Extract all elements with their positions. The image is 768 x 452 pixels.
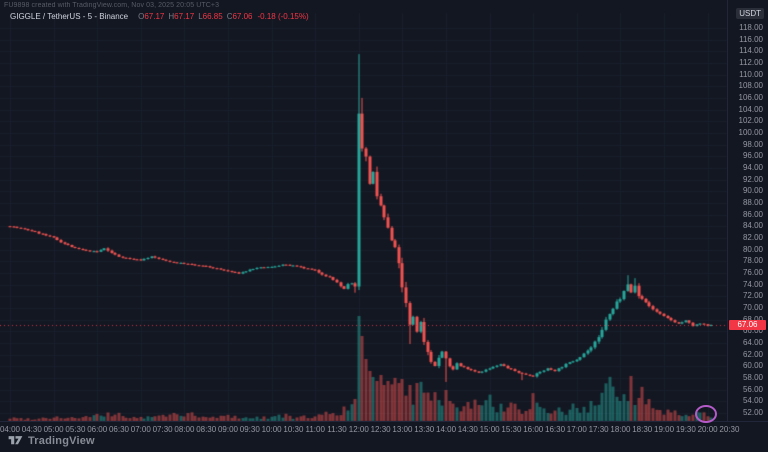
price-tick-label: 96.00 [742,151,763,161]
time-tick-label: 18:30 [632,425,653,434]
time-tick-label: 12:30 [370,425,391,434]
time-tick-label: 04:00 [0,425,21,434]
high-label: H [168,12,175,21]
time-tick-label: 09:00 [217,425,239,434]
time-tick-label: 06:00 [87,425,108,434]
time-tick-label: 18:00 [610,425,631,434]
price-tick-label: 100.00 [738,127,763,137]
price-tick-label: 114.00 [739,46,763,56]
time-tick-label: 17:00 [566,425,587,434]
low-label: L [198,12,203,21]
price-tick-label: 116.00 [739,34,763,44]
time-tick-label: 19:30 [675,425,696,434]
time-tick-label: 11:30 [327,425,347,434]
time-tick-label: 17:30 [588,425,609,434]
time-tick-label: 07:00 [130,425,151,434]
price-tick-label: 82.00 [742,232,763,242]
time-tick-label: 20:00 [697,425,718,434]
time-tick-label: 16:30 [545,425,566,434]
symbol-title[interactable]: GIGGLE / TetherUS - 5 - Binance [10,12,129,21]
time-tick-label: 15:30 [501,425,522,434]
price-tick-label: 52.00 [742,407,763,417]
close-value: 67.06 [232,12,253,21]
price-tick-label: 102.00 [738,116,763,126]
change-value: -0.18 (-0.15%) [257,12,309,21]
watermark-text: FU9898 created with TradingView.com, Nov… [4,2,220,9]
time-scale[interactable]: 04:00 04:30 05:00 05:30 06:00 06:30 07:00 07:30… [0,422,768,436]
tradingview-logo-icon [8,436,23,445]
time-tick-label: 16:00 [523,425,544,434]
ellipse-annotation[interactable] [694,404,717,423]
time-tick-label: 05:00 [43,425,64,434]
price-tick-label: 76.00 [742,267,763,277]
price-tick-label: 88.00 [742,197,763,207]
time-tick-label: 10:30 [283,425,304,434]
currency-unit-button[interactable]: USDT [736,8,764,19]
price-tick-label: 94.00 [742,162,763,172]
time-tick-label: 13:00 [392,425,413,434]
price-tick-label: 104.00 [738,104,763,114]
time-tick-label: 19:00 [654,425,675,434]
close-label: C [226,12,233,21]
tradingview-logo[interactable]: TradingView [8,434,95,447]
time-tick-label: 14:00 [436,425,457,434]
price-tick-label: 112.00 [739,57,763,67]
time-tick-label: 11:00 [305,425,325,434]
time-tick-label: 08:30 [196,425,217,434]
price-tick-label: 54.00 [742,396,763,406]
time-tick-label: 07:30 [152,425,173,434]
time-tick-label: 12:00 [348,425,369,434]
price-tick-label: 68.00 [743,315,763,324]
price-tick-label: 84.00 [742,221,763,231]
price-tick-label: 110.00 [739,69,763,79]
price-tick-label: 64.00 [742,337,763,347]
price-tick-label: 80.00 [742,244,763,254]
time-tick-label: 06:30 [108,425,130,434]
price-scale-separator [727,0,728,421]
time-tick-label: 13:30 [414,425,435,434]
price-tick-label: 58.00 [742,372,763,382]
time-tick-label: 09:30 [239,425,260,434]
low-value: 66.85 [202,12,223,21]
price-tick-label: 70.00 [742,302,763,312]
price-tick-label: 106.00 [738,92,763,102]
price-tick-label: 78.00 [742,256,763,266]
tradingview-logo-text: TradingView [28,434,95,447]
price-tick-label: 56.00 [742,384,763,394]
time-tick-label: 15:00 [479,425,500,434]
price-tick-label: 92.00 [742,174,763,184]
time-tick-label: 05:30 [65,425,86,434]
time-tick-label: 10:00 [261,425,282,434]
price-tick-label: 118.00 [739,22,763,32]
price-tick-label: 60.00 [742,361,763,371]
ohlc-legend: GIGGLE / TetherUS - 5 - Binance O67.17 H67… [10,12,309,21]
time-scale-separator [0,421,768,422]
price-tick-label: 62.00 [742,349,763,359]
price-tick-label: 98.00 [742,139,763,149]
price-tick-label: 90.00 [742,186,763,196]
high-value: 67.17 [174,12,195,21]
time-tick-label: 08:00 [174,425,195,434]
time-tick-label: 14:30 [457,425,478,434]
price-tick-label: 74.00 [742,279,763,289]
open-value: 67.17 [144,12,165,21]
price-tick-label: 86.00 [742,209,763,219]
price-scale[interactable]: USDT 118.00 116.00 114.00 112.00 110.00 108.0… [728,0,768,421]
price-tick-label: 66.00 [742,326,763,336]
open-label: O [138,12,145,21]
last-price-label: 67.06 [729,320,766,330]
time-tick-label: 20:30 [719,425,740,434]
time-tick-label: 04:30 [21,425,42,434]
price-tick-label: 108.00 [738,81,763,91]
price-tick-label: 72.00 [742,291,763,301]
